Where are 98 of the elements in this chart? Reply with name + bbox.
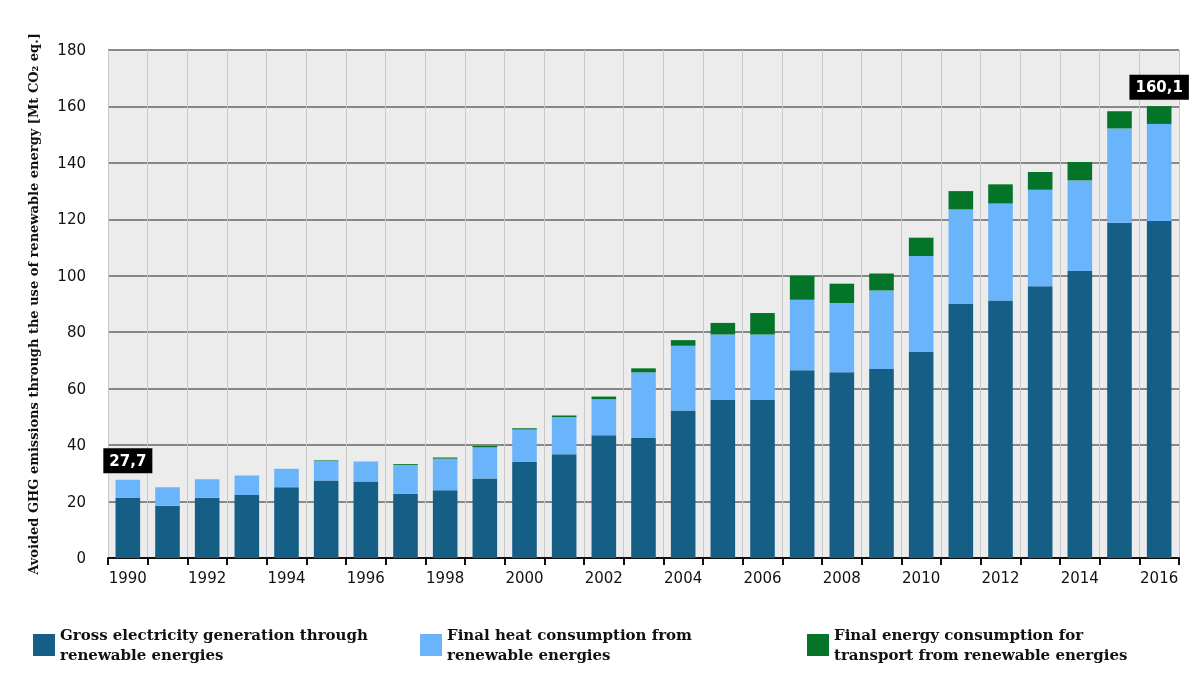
- y-axis-title: Avoided GHG emissions through the use of renewable energy [Mt CO₂ eq.]: [26, 33, 41, 576]
- bar: [1107, 222, 1132, 558]
- bar: [591, 399, 617, 436]
- bar: [234, 475, 260, 496]
- y-tick-label: 160: [57, 97, 86, 116]
- bar: [551, 417, 577, 455]
- bar: [551, 454, 577, 558]
- bar: [829, 283, 855, 304]
- bar: [869, 368, 894, 558]
- y-tick-label: 140: [57, 153, 86, 172]
- bar: [432, 490, 458, 558]
- y-tick-label: 0: [76, 549, 86, 567]
- x-tick-label: 1990: [108, 568, 147, 587]
- bar: [908, 256, 934, 352]
- bar: [313, 480, 339, 558]
- bar: [194, 497, 220, 558]
- x-tick-label: 2010: [902, 568, 941, 587]
- bar: [1107, 128, 1132, 223]
- bar: [750, 334, 775, 400]
- bar: [908, 237, 934, 257]
- bar: [512, 429, 537, 463]
- x-tick-label: 1992: [188, 568, 227, 587]
- bar: [710, 322, 736, 335]
- y-tick-label: 40: [66, 436, 86, 455]
- bar: [670, 340, 696, 346]
- bar: [393, 464, 418, 494]
- bar: [472, 447, 498, 479]
- bar: [948, 304, 974, 558]
- bar: [115, 479, 141, 498]
- bar: [432, 458, 458, 491]
- bar: [274, 468, 299, 488]
- bar: [1067, 180, 1093, 271]
- bar: [591, 435, 617, 558]
- x-tick-label: 2016: [1140, 568, 1179, 587]
- annotation: 27,7: [109, 451, 147, 470]
- x-tick-label: 1998: [426, 568, 465, 587]
- bar: [1027, 286, 1053, 558]
- bar: [274, 487, 299, 558]
- bar: [1067, 270, 1093, 558]
- x-tick-label: 2014: [1060, 568, 1099, 587]
- bar: [988, 203, 1013, 301]
- annotation: 160,1: [1135, 78, 1183, 97]
- bar: [115, 497, 141, 558]
- x-tick-label: 2002: [584, 568, 623, 587]
- bar: [710, 334, 736, 400]
- bar: [988, 184, 1013, 204]
- bar: [512, 462, 537, 558]
- legend-label: Gross electricity generation through renewable energies: [60, 626, 374, 664]
- bar: [670, 410, 696, 558]
- legend-label: Final energy consumption for transport from renewable energies: [834, 626, 1128, 664]
- y-tick-label: 180: [57, 41, 86, 59]
- x-tick-label: 2008: [822, 568, 861, 587]
- bar: [1146, 106, 1172, 124]
- bar: [155, 505, 180, 558]
- bar: [948, 191, 974, 210]
- x-tick-label: 2004: [664, 568, 703, 587]
- legend-label: Final heat consumption from renewable energies: [447, 626, 698, 664]
- bar: [710, 399, 736, 558]
- y-tick-label: 60: [66, 379, 86, 398]
- bar: [353, 481, 379, 558]
- bar: [631, 372, 656, 439]
- bar: [829, 372, 855, 558]
- bar: [313, 460, 339, 481]
- x-tick-label: 2012: [981, 568, 1020, 587]
- y-tick-label: 120: [57, 210, 86, 229]
- bar: [155, 487, 180, 506]
- y-tick-label: 20: [66, 492, 86, 511]
- bar: [908, 351, 934, 558]
- y-tick-label: 100: [57, 266, 86, 285]
- x-tick-label: 1994: [267, 568, 306, 587]
- bar: [353, 461, 379, 482]
- x-tick-label: 2000: [505, 568, 544, 587]
- bar: [631, 368, 656, 373]
- bar: [789, 275, 815, 300]
- bar: [988, 300, 1013, 558]
- bar: [869, 290, 894, 369]
- bar: [1107, 111, 1132, 129]
- bar: [829, 303, 855, 373]
- bar: [1027, 171, 1053, 190]
- bar: [789, 299, 815, 371]
- bar: [948, 209, 974, 304]
- bar: [670, 345, 696, 411]
- bar: [234, 495, 260, 558]
- bar: [750, 399, 775, 558]
- bar: [393, 493, 418, 558]
- bar: [789, 370, 815, 558]
- bar: [1027, 189, 1053, 287]
- bar: [750, 313, 775, 335]
- bar: [194, 479, 220, 498]
- bar: [472, 478, 498, 558]
- bar: [631, 438, 656, 558]
- y-tick-label: 80: [66, 323, 86, 342]
- bar: [1067, 162, 1093, 181]
- bar: [869, 273, 894, 291]
- bar: [1146, 221, 1172, 558]
- x-tick-label: 1996: [346, 568, 385, 587]
- x-tick-label: 2006: [743, 568, 782, 587]
- bar: [1146, 123, 1172, 222]
